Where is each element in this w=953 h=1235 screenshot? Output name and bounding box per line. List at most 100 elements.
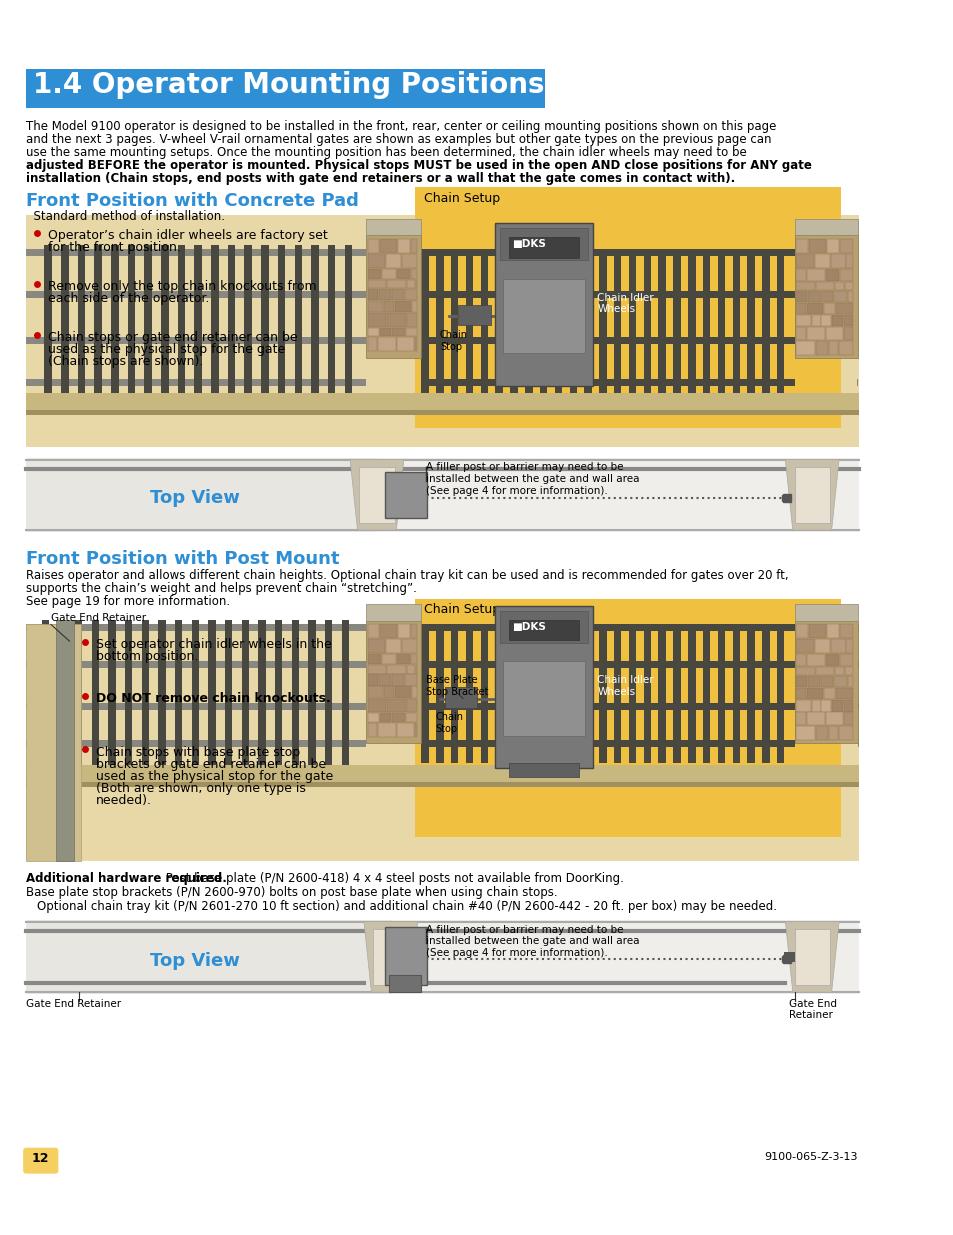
Bar <box>842 713 852 725</box>
Bar <box>811 700 820 711</box>
Bar <box>687 249 695 398</box>
Bar <box>421 249 794 256</box>
Bar <box>821 315 830 326</box>
Bar <box>26 69 544 107</box>
Bar <box>614 625 620 763</box>
Bar <box>839 341 852 354</box>
Bar <box>806 713 824 725</box>
Bar <box>387 699 405 713</box>
Bar <box>94 245 102 398</box>
Bar <box>842 315 852 326</box>
Bar <box>421 703 794 710</box>
Bar <box>499 610 587 643</box>
Bar <box>58 620 66 768</box>
Bar <box>502 662 585 736</box>
Bar <box>806 327 824 340</box>
Bar <box>367 337 376 351</box>
Bar <box>174 620 182 768</box>
Text: Chain stops with base plate stop: Chain stops with base plate stop <box>96 746 300 758</box>
Bar <box>495 249 502 398</box>
Bar <box>584 249 591 398</box>
Bar <box>794 604 857 621</box>
Bar <box>820 677 832 688</box>
Bar <box>658 249 665 398</box>
Bar <box>825 327 841 340</box>
Polygon shape <box>364 921 417 992</box>
Bar <box>26 291 365 298</box>
Bar <box>397 625 410 638</box>
Bar <box>814 640 829 653</box>
Bar <box>539 625 547 763</box>
Bar <box>42 620 49 768</box>
Bar <box>451 249 458 398</box>
Bar <box>26 249 365 256</box>
Bar <box>26 625 365 631</box>
Bar <box>436 249 443 398</box>
Bar <box>524 625 532 763</box>
Bar <box>510 249 517 398</box>
Text: Set operator chain idler wheels in the: Set operator chain idler wheels in the <box>96 638 332 651</box>
Text: Chain Setup: Chain Setup <box>424 603 499 616</box>
Bar <box>365 219 421 236</box>
Bar <box>794 621 857 743</box>
Bar <box>806 688 822 699</box>
Bar <box>825 269 839 280</box>
Bar <box>292 620 299 768</box>
Bar <box>628 625 636 763</box>
Bar <box>26 662 365 668</box>
Bar <box>128 245 135 398</box>
Bar <box>367 280 386 288</box>
Bar <box>26 458 859 532</box>
Bar <box>796 282 814 290</box>
Bar <box>643 249 650 398</box>
Bar <box>26 782 859 788</box>
Bar <box>794 929 829 984</box>
Bar <box>842 700 852 711</box>
Bar <box>411 655 416 664</box>
Bar <box>509 763 578 777</box>
Bar <box>732 625 740 763</box>
Text: ■DKS: ■DKS <box>512 240 545 249</box>
Bar <box>509 620 578 640</box>
Text: Top View: Top View <box>150 489 239 508</box>
Bar <box>406 699 416 713</box>
Bar <box>26 379 365 385</box>
Bar <box>412 687 416 698</box>
Bar <box>377 337 395 351</box>
Bar <box>397 240 410 253</box>
Bar <box>821 700 830 711</box>
Bar <box>836 688 852 699</box>
Bar <box>308 620 315 768</box>
Bar <box>392 714 404 721</box>
Bar <box>395 301 411 312</box>
Bar <box>502 279 585 353</box>
Text: Chain Idler
Wheels: Chain Idler Wheels <box>597 293 654 315</box>
Bar <box>480 625 488 763</box>
Text: Remove only the top chain knockouts from: Remove only the top chain knockouts from <box>48 280 316 293</box>
Text: Raises operator and allows different chain heights. Optional chain tray kit can : Raises operator and allows different cha… <box>26 569 788 582</box>
Bar <box>825 655 839 666</box>
Bar <box>796 655 805 666</box>
Text: used as the physical stop for the gate: used as the physical stop for the gate <box>48 343 285 356</box>
Bar <box>387 314 405 327</box>
Bar <box>796 315 810 326</box>
Bar <box>796 303 805 314</box>
Bar <box>796 269 805 280</box>
Bar <box>833 677 846 688</box>
Bar <box>377 722 395 736</box>
Bar <box>367 674 377 685</box>
Text: A filler post or barrier may need to be
installed between the gate and wall area: A filler post or barrier may need to be … <box>426 462 639 495</box>
Bar <box>796 640 813 653</box>
Bar <box>842 327 852 340</box>
Bar <box>796 291 806 303</box>
Text: Front Position with Post Mount: Front Position with Post Mount <box>26 551 339 568</box>
Bar <box>807 625 825 638</box>
Bar <box>396 655 410 664</box>
Bar <box>26 458 377 532</box>
Bar <box>373 929 408 984</box>
FancyBboxPatch shape <box>23 1147 58 1173</box>
Bar <box>144 245 152 398</box>
Bar <box>465 625 473 763</box>
Bar <box>796 327 805 340</box>
Text: 12: 12 <box>32 1152 50 1166</box>
